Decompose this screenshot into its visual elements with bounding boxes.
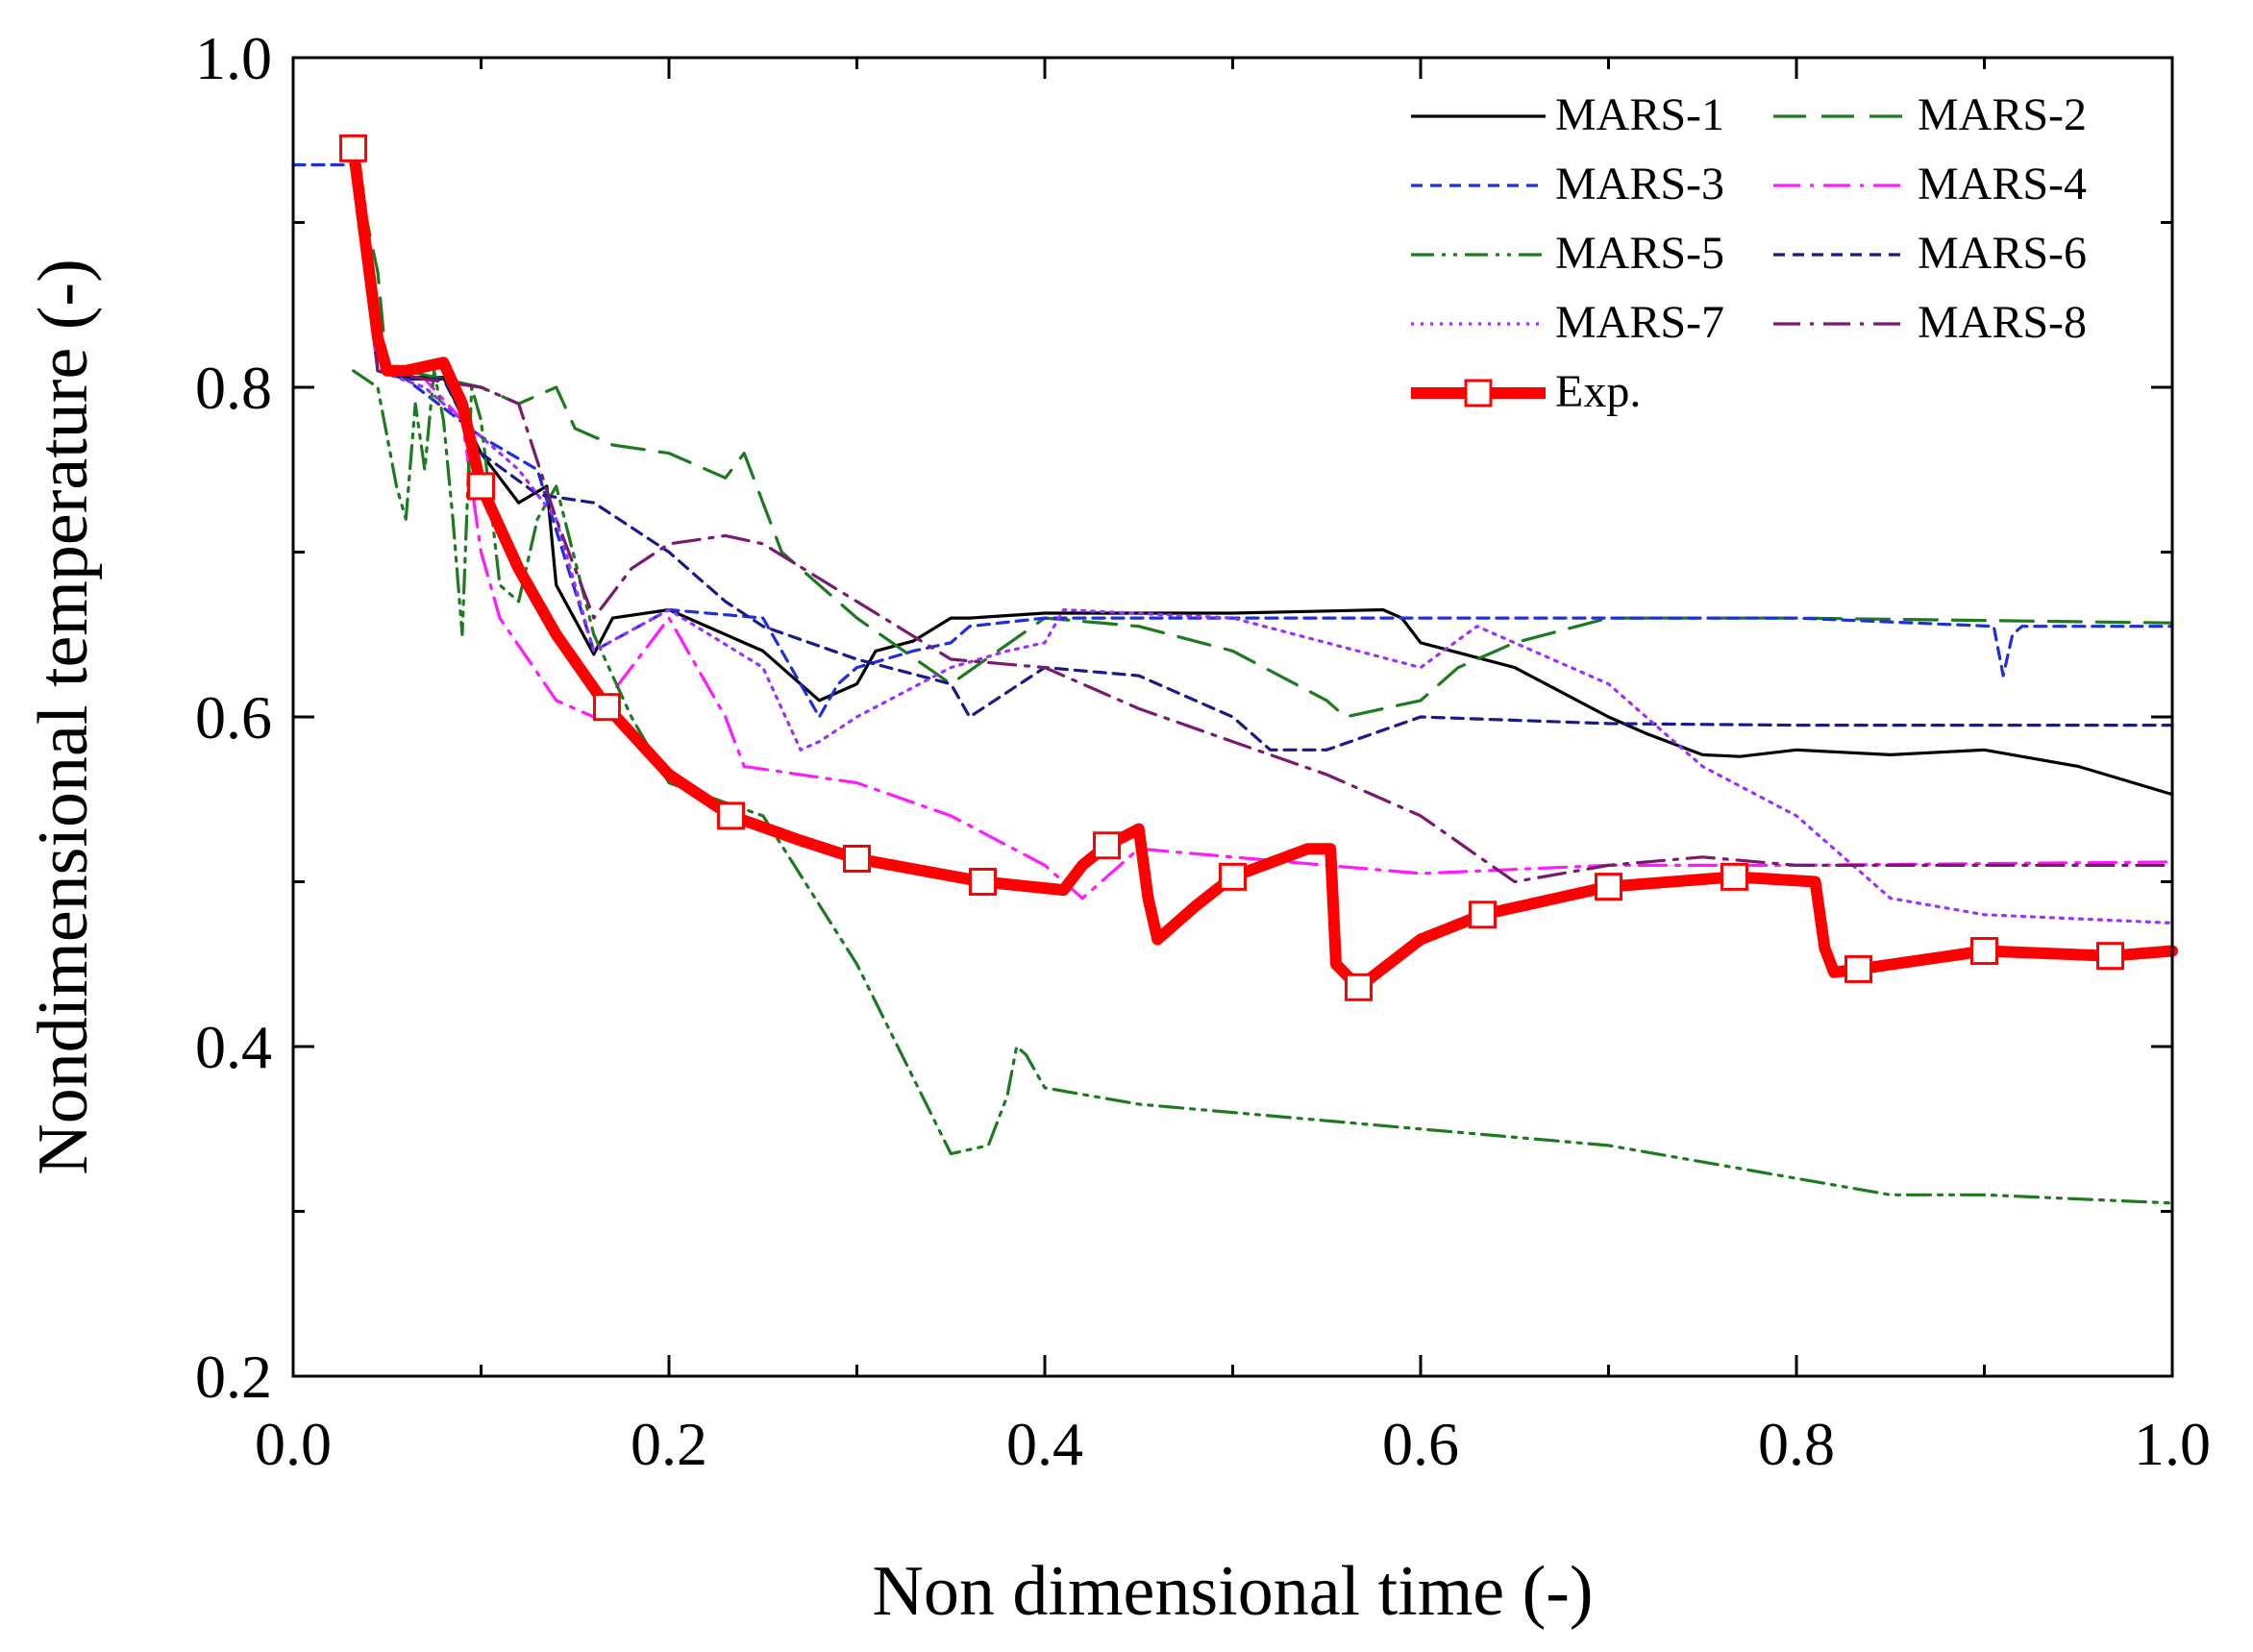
exp-marker (1720, 862, 1748, 891)
x-axis-title: Non dimensional time (-) (872, 1552, 1593, 1631)
exp-marker (339, 134, 368, 162)
exp-marker (843, 844, 871, 873)
legend-label: MARS-1 (1555, 89, 1724, 140)
exp-marker (1093, 831, 1122, 860)
exp-marker (467, 472, 495, 501)
exp-marker (1844, 954, 1873, 983)
axes-layer: 0.0 0.2 0.4 0.6 0.8 1.00.20.40.60.81.0 (195, 24, 2211, 1478)
exp-marker (592, 693, 621, 722)
series-line-mars-8 (352, 155, 2174, 884)
series-line-mars-3 (291, 162, 2174, 719)
x-tick-label: 0.2 (631, 1410, 707, 1478)
legend-label: MARS-4 (1918, 159, 2087, 210)
series-line-exp (347, 142, 2178, 994)
exp-marker (1595, 873, 1622, 901)
series-line-mars-5 (352, 369, 2174, 1205)
series-line-mars-4 (352, 155, 2174, 900)
legend-marker (1464, 379, 1493, 407)
legend-label: Exp. (1555, 366, 1641, 417)
x-tick-label: 0.6 (1382, 1410, 1459, 1478)
legend-label: MARS-6 (1918, 228, 2087, 279)
y-tick-label: 0.4 (195, 1013, 272, 1081)
x-tick-label: 0.8 (1758, 1410, 1835, 1478)
exp-marker (1970, 937, 1998, 966)
legend-label: MARS-8 (1918, 297, 2087, 348)
exp-marker (2095, 942, 2124, 971)
y-tick-label: 0.8 (195, 354, 272, 422)
series-line-mars-1 (352, 155, 2174, 797)
exp-marker (1344, 973, 1373, 1001)
x-tick-label: 0.4 (1006, 1410, 1083, 1478)
series-line-mars-7 (352, 155, 2174, 925)
legend-label: MARS-3 (1555, 159, 1724, 210)
legend-label: MARS-5 (1555, 228, 1724, 279)
x-tick-label: 0.0 (255, 1410, 332, 1478)
exp-marker (1219, 862, 1247, 891)
y-tick-label: 0.2 (195, 1343, 272, 1411)
series-layer (291, 134, 2178, 1205)
exp-marker (968, 868, 997, 896)
y-tick-label: 0.6 (195, 683, 272, 752)
series-line-mars-6 (352, 155, 2174, 752)
legend: MARS-1 MARS-2 MARS-3 MARS-4 MARS-5 MARS-6 MARS… (1411, 89, 2087, 417)
y-tick-label: 1.0 (195, 24, 272, 92)
exp-marker (717, 801, 746, 830)
legend-label: MARS-2 (1918, 89, 2087, 140)
exp-marker (1469, 900, 1498, 929)
x-tick-label: 1.0 (2134, 1410, 2211, 1478)
legend-label: MARS-7 (1555, 297, 1724, 348)
y-axis-title: Nondimensional temperature (-) (24, 259, 103, 1174)
